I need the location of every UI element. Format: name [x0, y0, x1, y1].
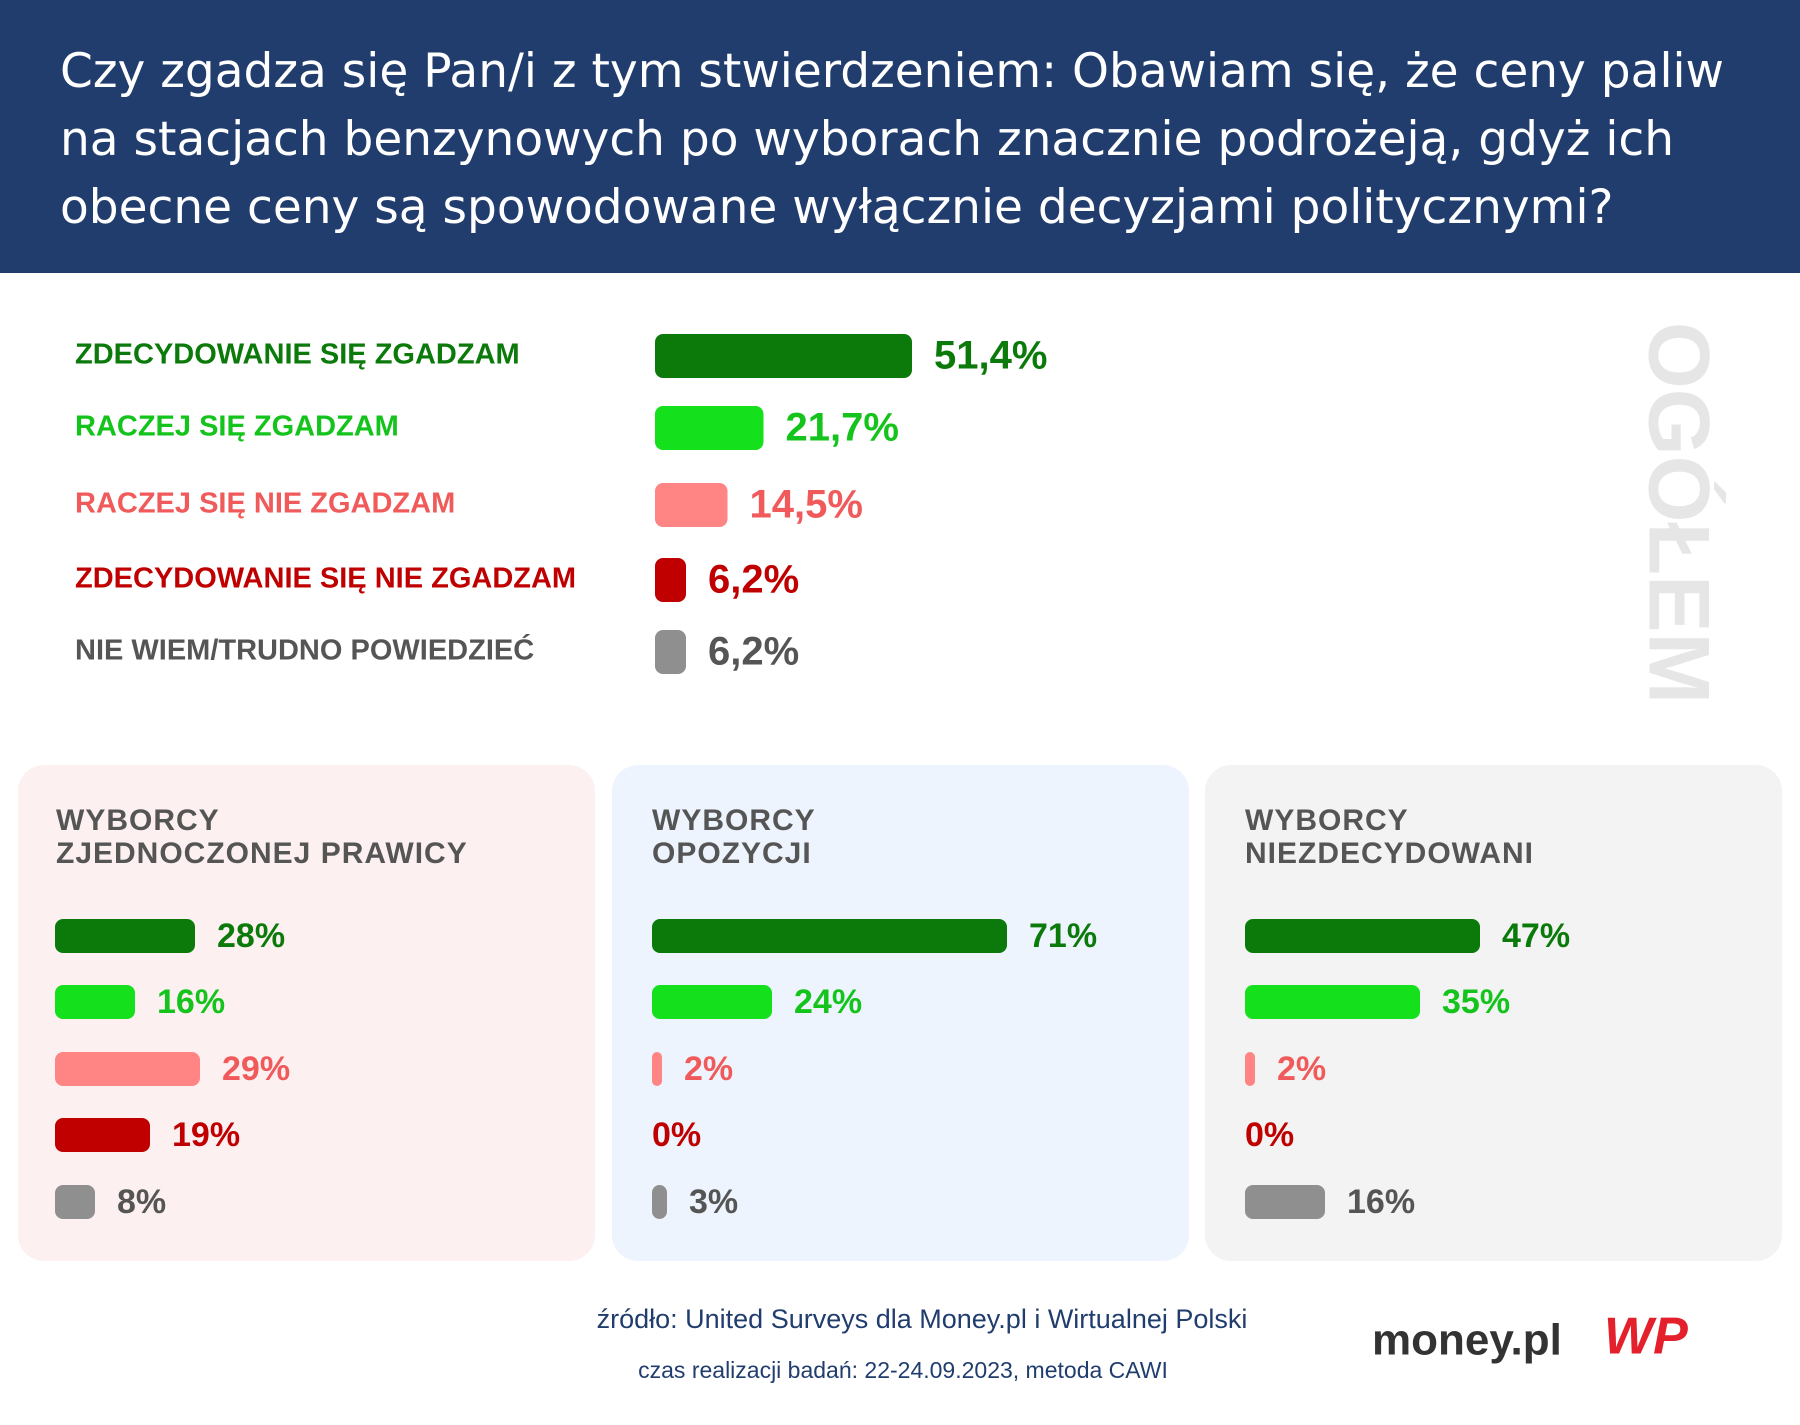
value-label: 29% [222, 1050, 290, 1088]
header-bar [0, 0, 1800, 273]
side-label: OGÓŁEM [1630, 322, 1726, 704]
category-label: RACZEJ SIĘ NIE ZGADZAM [75, 488, 455, 520]
panel-heading: WYBORCY ZJEDNOCZONEJ PRAWICY [56, 804, 468, 870]
value-label: 16% [1347, 1183, 1415, 1221]
value-label: 24% [794, 983, 862, 1021]
panel-heading: WYBORCY NIEZDECYDOWANI [1245, 804, 1535, 870]
value-label: 21,7% [786, 406, 899, 450]
value-label: 6,2% [708, 558, 799, 602]
value-label: 51,4% [934, 334, 1047, 378]
bar [55, 985, 135, 1019]
bar [1245, 985, 1420, 1019]
value-label: 6,2% [708, 630, 799, 674]
value-label: 2% [684, 1050, 733, 1088]
bar [655, 334, 912, 378]
value-label: 2% [1277, 1050, 1326, 1088]
logo: WP [1604, 1308, 1688, 1366]
bar [652, 1185, 667, 1219]
source: źródło: United Surveys dla Money.pl i Wi… [597, 1304, 1248, 1334]
bar [652, 919, 1007, 953]
value-label: 14,5% [750, 483, 863, 527]
bar [55, 1185, 95, 1219]
bar [1245, 919, 1480, 953]
bar [55, 919, 195, 953]
panel [18, 765, 595, 1261]
panel [1205, 765, 1782, 1261]
value-label: 71% [1029, 917, 1097, 955]
note: czas realizacji badań: 22-24.09.2023, me… [638, 1357, 1168, 1383]
brand: money.pl [1372, 1316, 1562, 1365]
bar [655, 558, 686, 602]
category-label: RACZEJ SIĘ ZGADZAM [75, 411, 399, 443]
value-label: 19% [172, 1116, 240, 1154]
value-label: 8% [117, 1183, 166, 1221]
value-label: 0% [652, 1116, 701, 1154]
value-label: 28% [217, 917, 285, 955]
value-label: 47% [1502, 917, 1570, 955]
bar [1245, 1052, 1255, 1086]
value-label: 0% [1245, 1116, 1294, 1154]
panel-heading: WYBORCY OPOZYCJI [652, 804, 816, 870]
bar [55, 1118, 150, 1152]
panel [612, 765, 1189, 1261]
bar [655, 630, 686, 674]
bar [652, 1052, 662, 1086]
bar [55, 1052, 200, 1086]
bar [655, 483, 728, 527]
value-label: 3% [689, 1183, 738, 1221]
bar [1245, 1185, 1325, 1219]
category-label: NIE WIEM/TRUDNO POWIEDZIEĆ [75, 633, 534, 667]
bar [652, 985, 772, 1019]
value-label: 16% [157, 983, 225, 1021]
category-label: ZDECYDOWANIE SIĘ ZGADZAM [75, 339, 520, 371]
value-label: 35% [1442, 983, 1510, 1021]
title: Czy zgadza się Pan/i z tym stwierdzeniem… [60, 44, 1725, 235]
category-label: ZDECYDOWANIE SIĘ NIE ZGADZAM [75, 563, 576, 595]
bar [655, 406, 764, 450]
